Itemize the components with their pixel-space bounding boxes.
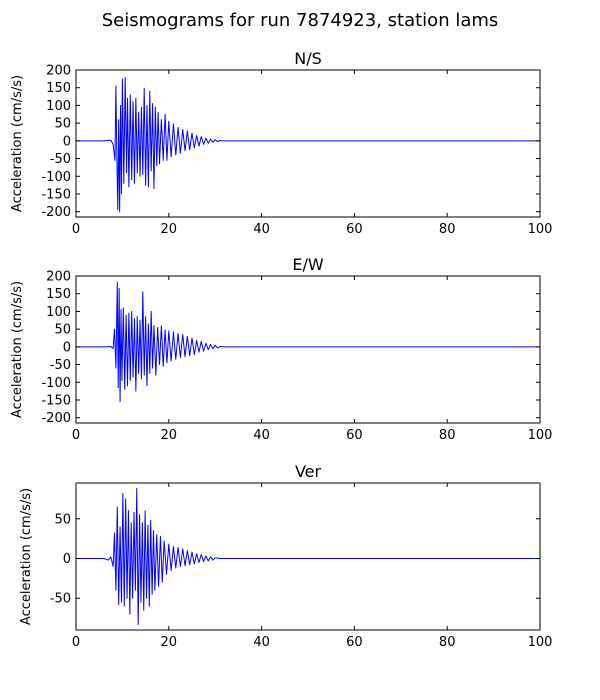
x-tick-label-n-s-100: 100 [528,222,553,237]
y-tick-label-n-s-100: 100 [46,99,71,114]
subplot-title-n-s: N/S [294,49,322,68]
y-tick-label-e-w-150: 150 [46,287,71,302]
x-tick-label-e-w-80: 80 [439,428,456,443]
axes-frame-n-s [75,69,541,218]
series-line-ver-0 [76,488,540,625]
axes-frame-e-w [75,275,541,424]
y-tick-label-n-s-0: 0 [63,134,71,149]
x-tick-label-ver-40: 40 [253,635,270,650]
axes-frame-ver [75,482,541,631]
x-tick-label-ver-80: 80 [439,635,456,650]
y-tick-label-e-w--100: -100 [41,376,71,391]
x-tick-label-e-w-60: 60 [346,428,363,443]
subplot-title-ver: Ver [295,462,322,481]
y-tick-label-n-s-150: 150 [46,81,71,96]
subplot-e-w: 0 20 40 60 80 100 -200 -150 -100 -50 0 50 100 150 200 E… [10,255,552,443]
y-tick-label-ver-0: 0 [63,552,71,567]
x-tick-label-n-s-80: 80 [439,222,456,237]
x-tick-label-n-s-60: 60 [346,222,363,237]
series-line-e-w-0 [76,281,540,403]
y-tick-label-ver-50: 50 [54,512,71,527]
y-tick-label-e-w--150: -150 [41,393,71,408]
y-tick-label-e-w--50: -50 [50,358,71,373]
y-tick-label-n-s-200: 200 [46,64,71,79]
x-tick-label-e-w-40: 40 [253,428,270,443]
y-tick-label-e-w-100: 100 [46,305,71,320]
x-tick-label-ver-0: 0 [72,635,80,650]
x-tick-label-ver-100: 100 [528,635,553,650]
y-tick-label-n-s--50: -50 [50,152,71,167]
x-tick-label-e-w-20: 20 [161,428,178,443]
subplot-title-e-w: E/W [292,255,324,274]
y-tick-label-e-w-50: 50 [54,323,71,338]
y-axis-label-n-s: Acceleration (cm/s/s) [10,75,25,212]
y-tick-label-n-s-50: 50 [54,117,71,132]
subplot-ver: 0 20 40 60 80 100 -50 0 50 Ver Acceleration (cm/s/… [19,462,552,650]
x-tick-label-n-s-20: 20 [161,222,178,237]
x-tick-label-n-s-40: 40 [253,222,270,237]
y-tick-label-e-w--200: -200 [41,411,71,426]
x-tick-label-n-s-0: 0 [72,222,80,237]
series-line-n-s-0 [76,77,540,213]
x-tick-label-e-w-100: 100 [528,428,553,443]
figure-title: Seismograms for run 7874923, station lam… [101,10,499,31]
y-tick-label-e-w-200: 200 [46,270,71,285]
y-tick-label-ver--50: -50 [50,592,71,607]
subplot-n-s: 0 20 40 60 80 100 -200 -150 -100 -50 0 50 100 150 200 N… [10,49,552,237]
x-tick-label-ver-20: 20 [161,635,178,650]
x-tick-label-e-w-0: 0 [72,428,80,443]
y-tick-label-e-w-0: 0 [63,340,71,355]
y-tick-label-n-s--100: -100 [41,170,71,185]
y-axis-label-e-w: Acceleration (cm/s/s) [10,281,25,418]
x-tick-label-ver-60: 60 [346,635,363,650]
y-axis-label-ver: Acceleration (cm/s/s) [19,488,34,625]
y-tick-label-n-s--150: -150 [41,187,71,202]
y-tick-label-n-s--200: -200 [41,205,71,220]
